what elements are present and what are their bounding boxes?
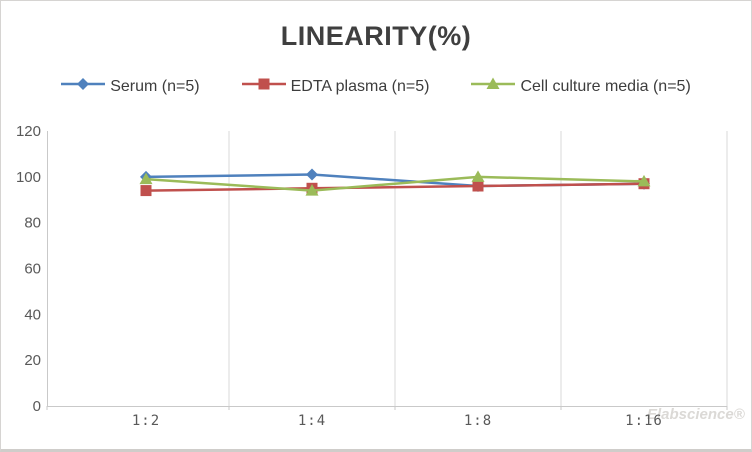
- legend-label-edta-plasma: EDTA plasma (n=5): [290, 77, 430, 95]
- data-point-marker-2: [139, 172, 153, 185]
- y-axis-tick-label: 40: [24, 306, 41, 323]
- y-axis-tick-label: 20: [24, 352, 41, 369]
- chart-legend: Serum (n=5) EDTA plasma (n=5) Cell cultu…: [1, 77, 751, 96]
- legend-marker-glyph: [241, 78, 286, 90]
- legend-shape: [77, 78, 90, 90]
- data-point-marker-2: [637, 174, 651, 187]
- legend-item-edta-plasma: EDTA plasma (n=5): [241, 77, 430, 96]
- x-axis-category-label: 1:2: [132, 413, 160, 429]
- legend-shape: [258, 78, 270, 90]
- serum-line-marker-icon: [61, 77, 106, 96]
- legend-marker-glyph: [61, 78, 106, 90]
- edta-plasma-square-marker-icon: [241, 77, 286, 96]
- series-line-2: [145, 175, 645, 192]
- y-axis-tick-label: 60: [24, 261, 41, 278]
- x-axis-category-label: 1:16: [625, 413, 663, 429]
- legend-label-cell-culture-media: Cell culture media (n=5): [520, 77, 691, 95]
- data-point-marker-2: [305, 184, 319, 196]
- y-axis-tick-label: 0: [33, 398, 41, 415]
- data-point-marker-2: [471, 170, 485, 182]
- cell-culture-media-triangle-marker-icon: [471, 77, 516, 96]
- data-point-marker-1: [472, 180, 484, 192]
- x-axis-category-label: 1:4: [298, 413, 326, 429]
- legend-shape: [486, 77, 500, 89]
- legend-item-serum: Serum (n=5): [61, 77, 200, 96]
- legend-marker-glyph: [471, 77, 516, 89]
- watermark-text: Elabscience®: [647, 406, 745, 423]
- chart-title: LINEARITY(%): [280, 21, 472, 51]
- legend-item-cell-culture-media: Cell culture media (n=5): [471, 77, 691, 96]
- x-axis-category-label: 1:8: [464, 413, 492, 429]
- series-line-1: [145, 182, 645, 192]
- y-axis-tick-label: 80: [24, 215, 41, 232]
- data-point-marker-0: [306, 168, 318, 181]
- y-axis-tick-label: 120: [16, 123, 41, 140]
- data-point-marker-1: [140, 185, 152, 197]
- y-axis-tick-label: 100: [16, 169, 41, 186]
- legend-label-serum: Serum (n=5): [110, 77, 200, 95]
